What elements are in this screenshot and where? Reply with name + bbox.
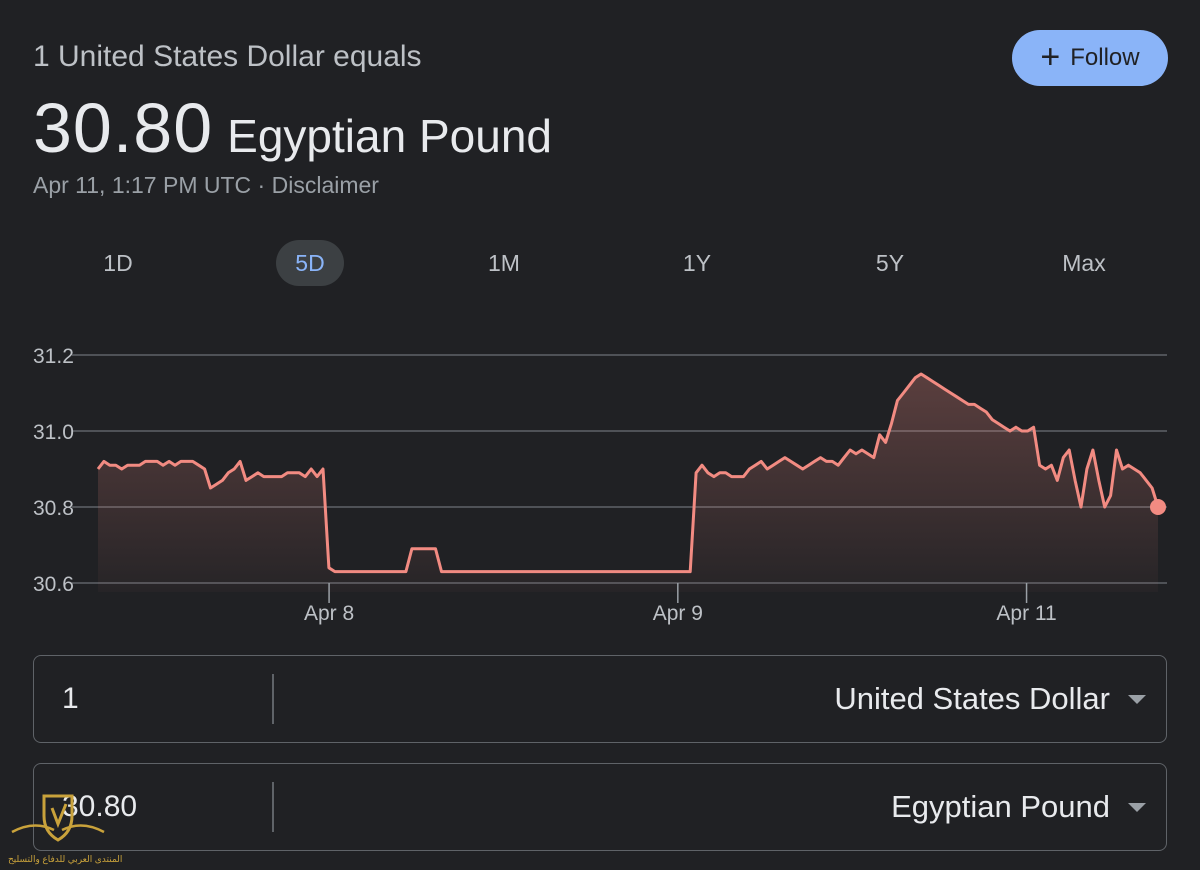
rate-display: 30.80 Egyptian Pound xyxy=(33,88,552,168)
field-divider xyxy=(272,782,274,832)
from-currency-label: United States Dollar xyxy=(834,681,1110,716)
tab-label: 1M xyxy=(488,249,520,276)
tab-1y[interactable]: 1Y xyxy=(663,240,731,286)
tab-5y[interactable]: 5Y xyxy=(856,240,924,286)
watermark-text: المنتدى العربي للدفاع والتسليح xyxy=(8,854,123,864)
to-amount-input[interactable] xyxy=(34,764,274,850)
converter-from: United States Dollar xyxy=(33,655,1167,743)
follow-label: Follow xyxy=(1070,44,1140,71)
to-currency-select[interactable]: Egyptian Pound xyxy=(306,764,1166,850)
x-tick-label: Apr 11 xyxy=(996,602,1056,625)
rate-meta: Apr 11, 1:17 PM UTC · Disclaimer xyxy=(33,172,379,199)
from-currency-select[interactable]: United States Dollar xyxy=(306,656,1166,742)
rate-subtitle: 1 United States Dollar equals xyxy=(33,40,422,73)
field-divider xyxy=(272,674,274,724)
from-amount-input[interactable] xyxy=(34,656,274,742)
shield-logo-icon xyxy=(11,794,105,842)
tab-label: 1D xyxy=(103,249,133,276)
chart-area xyxy=(98,374,1158,592)
tab-label: 5D xyxy=(295,249,325,276)
disclaimer-link[interactable]: Disclaimer xyxy=(271,172,379,198)
y-tick-label: 30.8 xyxy=(33,497,74,520)
tab-label: 5Y xyxy=(875,249,905,276)
y-tick-label: 31.2 xyxy=(33,345,74,368)
to-currency-label: Egyptian Pound xyxy=(891,789,1110,824)
tab-label: 1Y xyxy=(682,249,712,276)
tab-5d[interactable]: 5D xyxy=(276,240,344,286)
rate-value: 30.80 xyxy=(33,89,214,167)
timestamp: Apr 11, 1:17 PM UTC xyxy=(33,172,252,198)
tab-1d[interactable]: 1D xyxy=(84,240,152,286)
meta-separator: · xyxy=(257,172,266,198)
x-tick-label: Apr 8 xyxy=(304,602,354,625)
dropdown-arrow-icon xyxy=(1128,694,1146,704)
tab-label: Max xyxy=(1062,249,1106,276)
x-tick-label: Apr 9 xyxy=(653,602,703,625)
follow-button[interactable]: + Follow xyxy=(1012,30,1168,86)
tab-1m[interactable]: 1M xyxy=(470,240,538,286)
exchange-rate-chart[interactable]: 31.2 31.0 30.8 30.6 Apr 8 Apr 9 Apr 11 xyxy=(0,330,1200,630)
rate-unit: Egyptian Pound xyxy=(227,110,552,162)
y-tick-label: 30.6 xyxy=(33,573,74,596)
chart-line xyxy=(96,372,1160,574)
tab-max[interactable]: Max xyxy=(1048,240,1119,286)
y-tick-label: 31.0 xyxy=(33,421,74,444)
forum-watermark-logo: المنتدى العربي للدفاع والتسليح xyxy=(8,790,122,868)
current-value-dot xyxy=(1150,499,1166,515)
converter-to: Egyptian Pound xyxy=(33,763,1167,851)
plus-icon: + xyxy=(1040,37,1061,76)
dropdown-arrow-icon xyxy=(1128,802,1146,812)
range-tabs: 1D 5D 1M 1Y 5Y Max xyxy=(0,240,1200,288)
